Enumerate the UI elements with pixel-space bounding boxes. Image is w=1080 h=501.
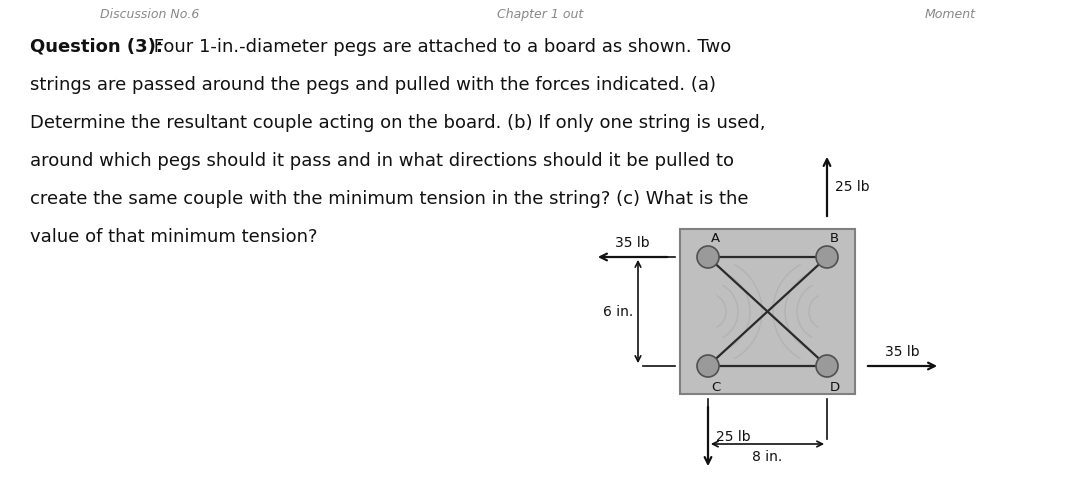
Circle shape [697,355,719,377]
Text: 35 lb: 35 lb [616,235,650,249]
Text: 8 in.: 8 in. [753,449,783,463]
Circle shape [697,246,719,269]
Text: C: C [711,380,720,393]
Text: Discussion No.6: Discussion No.6 [100,8,200,21]
Text: D: D [831,380,840,393]
Circle shape [816,246,838,269]
Text: Question (3):: Question (3): [30,38,163,56]
Text: 35 lb: 35 lb [886,344,920,358]
Text: A: A [711,231,720,244]
Text: B: B [831,231,839,244]
Text: create the same couple with the minimum tension in the string? (c) What is the: create the same couple with the minimum … [30,189,748,207]
Text: Determine the resultant couple acting on the board. (b) If only one string is us: Determine the resultant couple acting on… [30,114,766,132]
Text: around which pegs should it pass and in what directions should it be pulled to: around which pegs should it pass and in … [30,152,734,170]
Text: strings are passed around the pegs and pulled with the forces indicated. (a): strings are passed around the pegs and p… [30,76,716,94]
Text: Four 1-in.-diameter pegs are attached to a board as shown. Two: Four 1-in.-diameter pegs are attached to… [148,38,731,56]
Text: Chapter 1 out: Chapter 1 out [497,8,583,21]
Text: 25 lb: 25 lb [835,180,869,194]
Text: value of that minimum tension?: value of that minimum tension? [30,227,318,245]
Text: 6 in.: 6 in. [603,305,633,319]
Text: Moment: Moment [924,8,975,21]
Text: 25 lb: 25 lb [716,430,751,443]
Bar [680,229,855,394]
Circle shape [816,355,838,377]
